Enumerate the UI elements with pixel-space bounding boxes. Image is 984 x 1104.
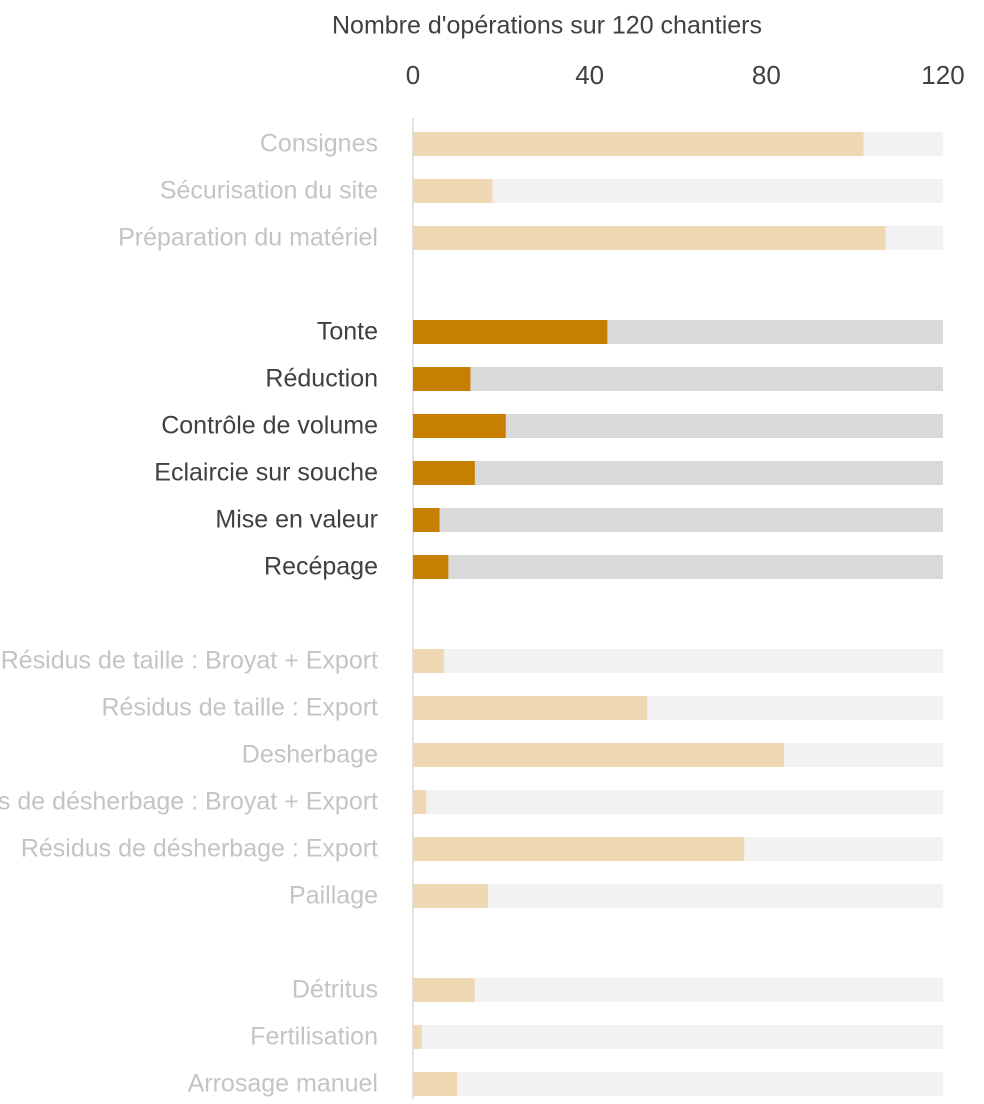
bar-track xyxy=(413,508,943,532)
bar-track xyxy=(413,367,943,391)
bar xyxy=(413,555,449,579)
bar xyxy=(413,367,471,391)
bar-track xyxy=(413,1072,943,1096)
y-tick-label: Résidus de taille : Broyat + Export xyxy=(1,647,378,675)
bar xyxy=(413,179,493,203)
y-tick-label: Eclaircie sur souche xyxy=(154,459,378,487)
bar xyxy=(413,790,427,814)
y-tick-label: Desherbage xyxy=(242,741,378,769)
y-tick-label: Détritus xyxy=(292,976,378,1004)
y-tick-label: Tonte xyxy=(317,318,378,346)
bar-track xyxy=(413,461,943,485)
bar xyxy=(413,978,475,1002)
y-tick-label: Arrosage manuel xyxy=(188,1070,378,1098)
bar-track xyxy=(413,978,943,1002)
y-tick-label: Mise en valeur xyxy=(215,506,378,534)
bar-track xyxy=(413,790,943,814)
x-tick-label: 0 xyxy=(406,60,420,90)
bar-track xyxy=(413,884,943,908)
bar-track xyxy=(413,179,943,203)
bar-track xyxy=(413,1025,943,1049)
bar xyxy=(413,649,444,673)
y-tick-label: Résidus de taille : Export xyxy=(101,694,378,722)
bar xyxy=(413,508,440,532)
axis-title: Nombre d'opérations sur 120 chantiers xyxy=(332,12,762,40)
bar xyxy=(413,226,886,250)
x-tick-label: 120 xyxy=(921,60,964,90)
x-tick-label: 80 xyxy=(752,60,781,90)
y-tick-label: Résidus de désherbage : Export xyxy=(21,835,378,863)
bar-track xyxy=(413,555,943,579)
y-tick-label: Réduction xyxy=(265,365,378,393)
bar xyxy=(413,132,864,156)
bar xyxy=(413,696,648,720)
y-tick-label: Consignes xyxy=(260,130,378,158)
y-tick-label: Recépage xyxy=(264,553,378,581)
bar xyxy=(413,320,608,344)
x-tick-label: 40 xyxy=(575,60,604,90)
bar xyxy=(413,1025,422,1049)
bar-track xyxy=(413,649,943,673)
y-tick-label: Résidus de désherbage : Broyat + Export xyxy=(0,788,378,816)
bar xyxy=(413,837,745,861)
y-tick-label: Paillage xyxy=(289,882,378,910)
bar xyxy=(413,1072,458,1096)
bar xyxy=(413,884,489,908)
bar xyxy=(413,414,506,438)
y-tick-label: Sécurisation du site xyxy=(160,177,378,205)
bar xyxy=(413,461,475,485)
bar xyxy=(413,743,784,767)
y-tick-label: Fertilisation xyxy=(250,1023,378,1051)
y-tick-label: Préparation du matériel xyxy=(118,224,378,252)
y-tick-label: Contrôle de volume xyxy=(161,412,378,440)
